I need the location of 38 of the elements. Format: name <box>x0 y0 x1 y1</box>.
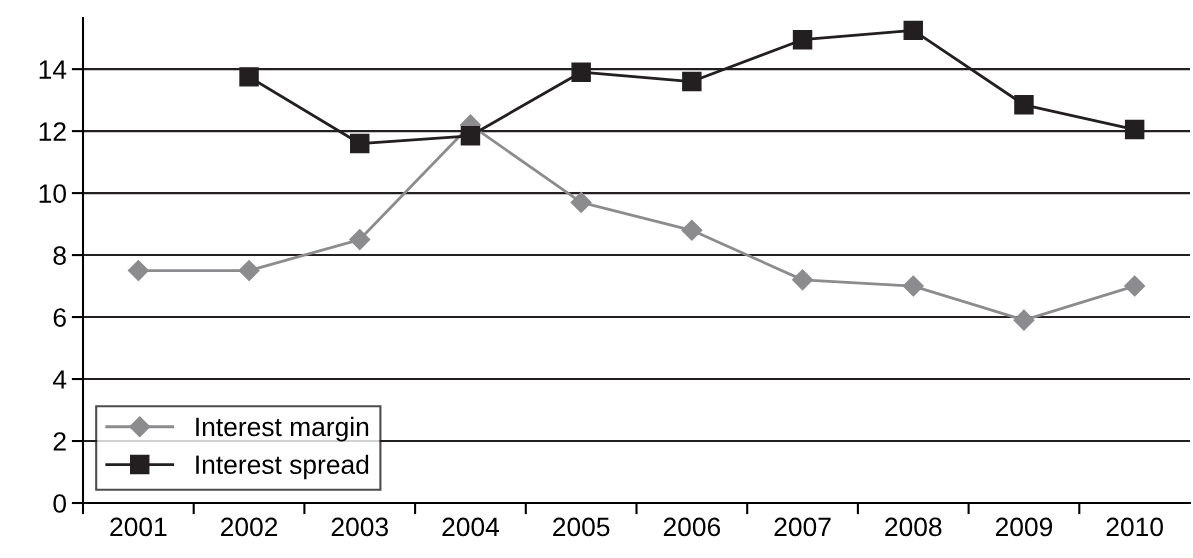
point <box>1124 119 1145 140</box>
x-tick-label: 2004 <box>442 517 500 537</box>
x-tick-label: 2010 <box>1106 517 1163 537</box>
point <box>1013 309 1035 331</box>
point <box>460 126 481 146</box>
x-tick-label: 2001 <box>110 517 167 537</box>
y-tick-label: 6 <box>53 308 66 327</box>
point <box>682 71 702 92</box>
x-tick-label: 2005 <box>553 517 610 537</box>
y-tick-label: 4 <box>52 370 67 389</box>
y-tick-label: 8 <box>53 246 66 265</box>
y-tick-label: 0 <box>53 494 66 513</box>
y-tick-label: 10 <box>39 184 66 203</box>
point <box>349 229 371 251</box>
point <box>792 269 814 291</box>
x-tick-label: 2009 <box>995 517 1053 537</box>
point <box>1014 95 1034 115</box>
point <box>127 260 149 282</box>
point <box>570 191 592 213</box>
y-tick-label: 12 <box>39 122 66 141</box>
point <box>571 62 591 82</box>
point <box>350 133 370 154</box>
x-tick-label: 2003 <box>331 517 388 537</box>
y-tick-label: 14 <box>39 60 67 79</box>
y-tick-label: 2 <box>53 432 66 451</box>
point <box>238 260 260 282</box>
x-tick-label: 2002 <box>221 517 278 537</box>
point <box>792 29 813 50</box>
point <box>681 219 703 241</box>
point <box>903 20 923 41</box>
legend-label: Interest margin <box>196 416 369 442</box>
x-tick-label: 2007 <box>774 517 831 537</box>
x-tick-label: 2006 <box>663 517 721 537</box>
legend-label: Interest spread <box>196 454 369 480</box>
point <box>239 67 259 87</box>
point <box>902 275 924 297</box>
point <box>1124 275 1146 297</box>
x-tick-label: 2008 <box>885 517 942 537</box>
